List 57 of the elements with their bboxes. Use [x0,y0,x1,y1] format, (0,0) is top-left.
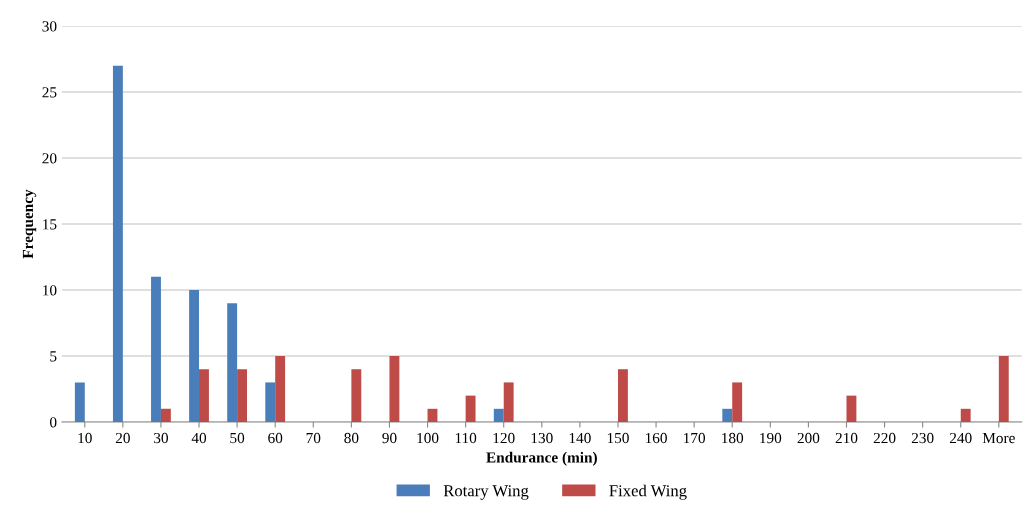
bar [998,356,1009,423]
x-tick-label: 230 [911,432,934,444]
x-tick-label: 100 [417,432,439,444]
bar [227,303,238,423]
x-tick-label: 130 [531,432,553,444]
bar [199,369,209,423]
x-tick-label: 190 [760,432,782,444]
x-tick-label: 150 [607,432,629,444]
x-tick-label: 180 [722,432,744,444]
x-tick-label: 40 [191,432,207,444]
x-tick-label: 30 [154,432,168,444]
y-tick-label: 20 [42,153,57,164]
x-tick-label: 10 [78,432,92,444]
bar [351,369,362,423]
bar [617,369,628,423]
x-tick-label: 160 [645,432,667,444]
y-axis-title: Frequency [22,189,37,259]
bar [74,382,85,423]
bar [732,382,743,423]
x-tick-label: 200 [797,432,820,444]
x-tick-label: 240 [949,432,972,444]
x-tick-label: 70 [306,432,321,444]
bar [503,382,514,423]
y-tick-label: 5 [50,351,57,362]
x-tick-label: 20 [115,432,130,444]
y-tick-label: 30 [42,21,57,32]
bar [237,369,248,423]
bar [389,356,400,423]
bar [722,408,733,423]
bar [265,382,276,423]
bar [275,356,286,423]
y-tick-label: 25 [42,87,57,98]
bar [960,408,971,423]
bar [465,395,476,423]
x-tick-label: 140 [569,432,591,444]
x-tick-label: 60 [268,432,283,444]
x-axis-title: Endurance (min) [486,451,597,466]
bar [493,408,504,423]
legend-label: Rotary Wing [443,485,529,500]
x-tick-label: 50 [230,432,245,444]
legend-label: Fixed Wing [609,484,687,500]
y-tick-label: 10 [43,285,57,296]
x-tick-label: 80 [344,432,359,444]
x-tick-label: 120 [493,432,515,444]
bar [189,290,200,423]
x-tick-label: More [982,433,1015,444]
bar [160,408,171,423]
x-tick-label: 110 [455,432,477,444]
x-tick-label: 220 [873,432,896,444]
y-tick-label: 15 [43,219,57,230]
bar [112,65,123,423]
x-tick-label: 90 [382,432,397,444]
bar [846,395,857,423]
bar [151,276,161,423]
x-tick-label: 170 [684,432,706,444]
y-tick-label: 0 [50,417,57,428]
x-tick-label: 210 [835,432,858,444]
